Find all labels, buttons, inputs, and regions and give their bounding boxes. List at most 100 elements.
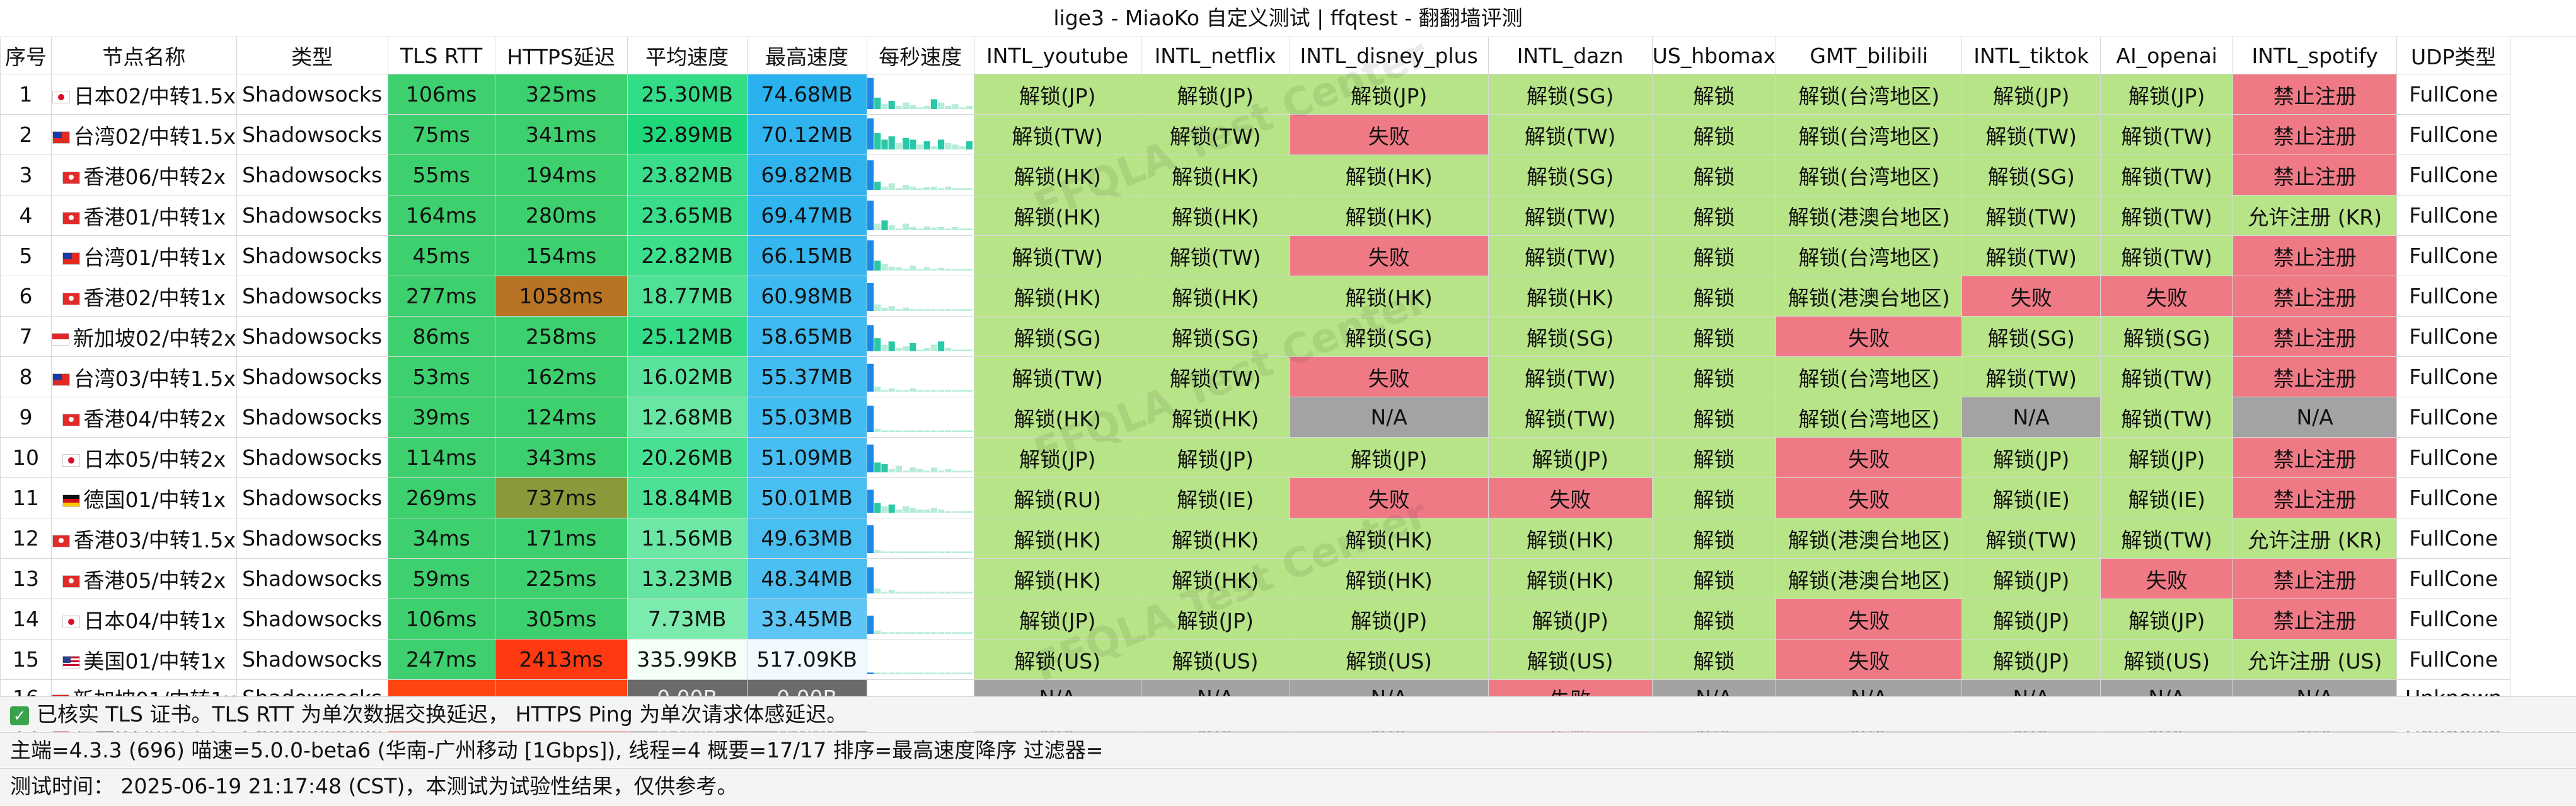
sparkline-bar xyxy=(959,349,966,351)
cell-spotify: 禁止注册 xyxy=(2232,114,2398,155)
cell-hbomax: 解锁 xyxy=(1651,477,1777,518)
sparkline-bar xyxy=(945,348,952,351)
speed-sparkline xyxy=(867,118,973,149)
sparkline-bar xyxy=(938,309,945,311)
cell-tiktok: 解锁(TW) xyxy=(1961,235,2101,276)
sparkline-bar xyxy=(895,632,903,634)
node-name-text: 日本02/中转1.5x xyxy=(73,83,236,108)
cell-bilibili: 失败 xyxy=(1776,477,1963,518)
sparkline-bar xyxy=(903,632,910,634)
speed-sparkline xyxy=(867,406,973,432)
cell-type: Shadowsocks xyxy=(236,558,388,599)
sparkline-bar xyxy=(959,592,966,593)
sparkline-bar xyxy=(867,78,874,109)
sparkline-bar xyxy=(945,430,952,432)
cell-udp-type: FullCone xyxy=(2396,155,2511,196)
sparkline-bar xyxy=(867,567,874,593)
sparkline-bar xyxy=(895,430,903,432)
cell-dazn: 解锁(US) xyxy=(1487,639,1653,680)
sparkline-bar xyxy=(923,509,930,513)
cell-per-second xyxy=(866,477,974,518)
cell-udp-type: FullCone xyxy=(2396,356,2511,397)
cell-max-speed: 51.09MB xyxy=(746,437,867,478)
cell-per-second xyxy=(866,397,974,438)
cell-netflix: 解锁(SG) xyxy=(1140,316,1290,357)
table-row: 2 台湾02/中转1.5x Shadowsocks 75ms 341ms 32.89MB 7… xyxy=(0,114,2511,155)
cell-bilibili: 解锁(台湾地区) xyxy=(1776,155,1963,196)
sparkline-bar xyxy=(959,269,966,271)
cell-udp-type: FullCone xyxy=(2396,558,2511,599)
header-col-tls-rtt: TLS RTT xyxy=(387,37,495,74)
sparkline-bar xyxy=(930,186,938,190)
node-name-text: 香港04/中转2x xyxy=(83,406,226,431)
sparkline-bar xyxy=(881,430,888,432)
sparkline-bar xyxy=(867,283,874,311)
footer-line-2: 主端=4.3.3 (696) 喵速=5.0.0-beta6 (华南-广州移动 [… xyxy=(0,732,2576,768)
sparkline-bar xyxy=(923,226,930,230)
sparkline-bar xyxy=(952,349,959,351)
cell-max-speed: 33.45MB xyxy=(746,599,867,640)
cell-node-name: 德国01/中转1x xyxy=(51,477,237,518)
cell-avg-speed: 18.84MB xyxy=(627,477,748,518)
cell-tls-rtt: 106ms xyxy=(387,599,495,640)
sparkline-bar xyxy=(874,133,881,149)
sparkline-bar xyxy=(867,672,874,674)
sparkline-bar xyxy=(916,309,923,311)
sparkline-bar xyxy=(938,267,945,271)
cell-udp-type: FullCone xyxy=(2396,437,2511,478)
sparkline-bar xyxy=(874,223,881,230)
cell-index: 5 xyxy=(0,235,52,276)
table-row: 3 香港06/中转2x Shadowsocks 55ms 194ms 23.82MB 69.… xyxy=(0,155,2511,196)
cell-youtube: 解锁(HK) xyxy=(973,195,1141,236)
cell-hbomax: 解锁 xyxy=(1651,114,1777,155)
cell-node-name: 香港01/中转1x xyxy=(51,195,237,236)
cell-spotify: 允许注册 (KR) xyxy=(2232,518,2398,559)
sparkline-bar xyxy=(881,551,888,553)
cell-index: 9 xyxy=(0,397,52,438)
cell-openai: 解锁(TW) xyxy=(2100,397,2234,438)
cell-netflix: 解锁(US) xyxy=(1140,639,1290,680)
sparkline-bar xyxy=(945,143,952,149)
cell-tls-rtt: 45ms xyxy=(387,235,495,276)
cell-tiktok: 解锁(IE) xyxy=(1961,477,2101,518)
cell-per-second xyxy=(866,235,974,276)
cell-dazn: 失败 xyxy=(1487,477,1653,518)
cell-netflix: 解锁(HK) xyxy=(1140,558,1290,599)
sparkline-bar xyxy=(867,118,874,149)
sparkline-bar xyxy=(945,228,952,230)
cell-spotify: N/A xyxy=(2232,397,2398,438)
cell-node-name: 香港02/中转1x xyxy=(51,276,237,317)
sparkline-bar xyxy=(881,104,888,109)
flag-hk-icon xyxy=(62,212,80,225)
cell-tiktok: 解锁(TW) xyxy=(1961,195,2101,236)
sparkline-bar xyxy=(959,430,966,432)
cell-netflix: 解锁(HK) xyxy=(1140,518,1290,559)
sparkline-bar xyxy=(903,672,910,674)
sparkline-bar xyxy=(945,672,952,674)
sparkline-bar xyxy=(881,344,888,351)
cell-netflix: 解锁(HK) xyxy=(1140,195,1290,236)
cell-disney: 解锁(HK) xyxy=(1289,518,1489,559)
cell-max-speed: 70.12MB xyxy=(746,114,867,155)
cell-per-second xyxy=(866,316,974,357)
cell-type: Shadowsocks xyxy=(236,155,388,196)
cell-max-speed: 66.15MB xyxy=(746,235,867,276)
cell-youtube: 解锁(HK) xyxy=(973,558,1141,599)
sparkline-bar xyxy=(910,226,916,230)
cell-netflix: 解锁(IE) xyxy=(1140,477,1290,518)
cell-https-delay: 171ms xyxy=(494,518,628,559)
cell-dazn: 解锁(TW) xyxy=(1487,114,1653,155)
speed-sparkline xyxy=(867,283,973,311)
table-row: 6 香港02/中转1x Shadowsocks 277ms 1058ms 18.77MB 6… xyxy=(0,276,2511,317)
sparkline-bar xyxy=(895,143,903,149)
cell-hbomax: 解锁 xyxy=(1651,639,1777,680)
sparkline-bar xyxy=(888,341,895,351)
cell-hbomax: 解锁 xyxy=(1651,599,1777,640)
cell-hbomax: 解锁 xyxy=(1651,397,1777,438)
cell-avg-speed: 7.73MB xyxy=(627,599,748,640)
sparkline-bar xyxy=(952,672,959,674)
cell-hbomax: 解锁 xyxy=(1651,276,1777,317)
sparkline-bar xyxy=(881,390,888,392)
flag-jp-icon xyxy=(62,454,80,467)
sparkline-bar xyxy=(910,592,916,593)
